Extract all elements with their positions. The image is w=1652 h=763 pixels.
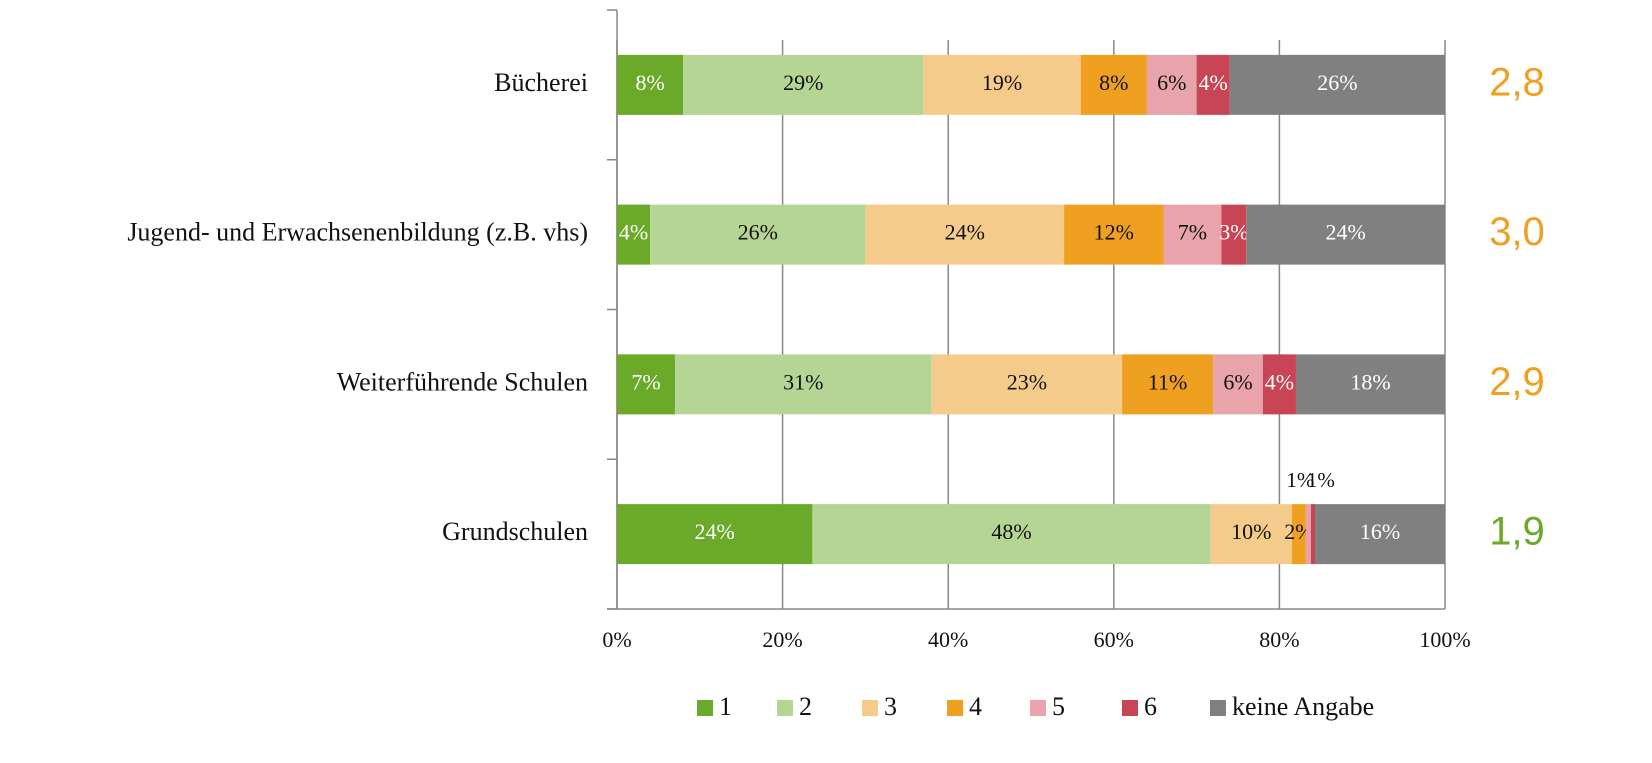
legend-swatch bbox=[697, 700, 713, 716]
bar-segment bbox=[1080, 54, 1147, 115]
legend-swatch bbox=[947, 700, 963, 716]
data-label: 7% bbox=[631, 369, 660, 394]
bar-segment bbox=[1310, 504, 1316, 565]
bar-segment bbox=[1262, 354, 1296, 415]
data-label: 4% bbox=[1265, 369, 1294, 394]
bar-segment bbox=[1163, 204, 1222, 265]
bar-segment bbox=[1122, 354, 1214, 415]
bar-segment bbox=[650, 204, 866, 265]
bar-segment bbox=[1291, 504, 1306, 565]
average-label: 2,8 bbox=[1489, 60, 1545, 104]
bar-segment bbox=[1229, 54, 1445, 115]
bar-segment bbox=[683, 54, 924, 115]
bar-segment bbox=[1221, 204, 1247, 265]
data-label: 6% bbox=[1157, 70, 1186, 95]
bar-segment bbox=[865, 204, 1065, 265]
bar-segment bbox=[1295, 354, 1445, 415]
data-label: 48% bbox=[991, 519, 1031, 544]
legend-swatch bbox=[1210, 700, 1226, 716]
data-label: 29% bbox=[783, 70, 823, 95]
bar-segment bbox=[617, 504, 813, 565]
x-tick-label: 100% bbox=[1419, 627, 1470, 652]
legend-label: 4 bbox=[969, 692, 982, 721]
bar-segment bbox=[617, 54, 684, 115]
x-tick-label: 20% bbox=[762, 627, 802, 652]
legend-swatch bbox=[862, 700, 878, 716]
bar-segment bbox=[923, 54, 1081, 115]
data-label: 4% bbox=[619, 220, 648, 245]
data-label: 6% bbox=[1223, 369, 1252, 394]
x-tick-label: 60% bbox=[1094, 627, 1134, 652]
data-label: 8% bbox=[635, 70, 664, 95]
legend-label: 1 bbox=[719, 692, 732, 721]
bar-segment bbox=[812, 504, 1211, 565]
x-tick-label: 80% bbox=[1259, 627, 1299, 652]
legend-swatch bbox=[1030, 700, 1046, 716]
bar-segment bbox=[1064, 204, 1164, 265]
bar-segment bbox=[1305, 504, 1311, 565]
data-label: 11% bbox=[1148, 369, 1188, 394]
bar-segment bbox=[931, 354, 1123, 415]
legend-label: 3 bbox=[884, 692, 897, 721]
legend-label: 2 bbox=[799, 692, 812, 721]
data-label: 12% bbox=[1094, 220, 1134, 245]
bar-segment bbox=[1146, 54, 1197, 115]
data-label: 24% bbox=[1325, 220, 1365, 245]
bar-segment bbox=[617, 354, 675, 415]
category-label: Weiterführende Schulen bbox=[337, 367, 588, 396]
average-label: 1,9 bbox=[1489, 510, 1545, 554]
data-label: 31% bbox=[783, 369, 823, 394]
data-label: 19% bbox=[982, 70, 1022, 95]
data-label: 24% bbox=[695, 519, 735, 544]
data-label: 26% bbox=[738, 220, 778, 245]
x-tick-label: 40% bbox=[928, 627, 968, 652]
x-tick-label: 0% bbox=[602, 627, 631, 652]
data-label: 8% bbox=[1099, 70, 1128, 95]
legend-swatch bbox=[1122, 700, 1138, 716]
bar-segment bbox=[1213, 354, 1263, 415]
bar-segment bbox=[617, 204, 651, 265]
bar-segment bbox=[1196, 54, 1230, 115]
legend-label: keine Angabe bbox=[1232, 692, 1374, 721]
average-label: 3,0 bbox=[1489, 210, 1545, 254]
category-label: Grundschulen bbox=[442, 517, 588, 546]
data-label: 24% bbox=[945, 220, 985, 245]
data-label: 10% bbox=[1231, 519, 1271, 544]
legend-label: 6 bbox=[1144, 692, 1157, 721]
category-label: Jugend- und Erwachsenenbildung (z.B. vhs… bbox=[127, 218, 588, 247]
category-label: Bücherei bbox=[494, 68, 588, 97]
data-label: 23% bbox=[1007, 369, 1047, 394]
data-label: 4% bbox=[1198, 70, 1227, 95]
data-label: 7% bbox=[1178, 220, 1207, 245]
data-label: 26% bbox=[1317, 70, 1357, 95]
data-label: 3% bbox=[1219, 220, 1248, 245]
data-label: 1% bbox=[1307, 468, 1335, 492]
bar-segment bbox=[1246, 204, 1445, 265]
data-label: 18% bbox=[1350, 369, 1390, 394]
data-label: 16% bbox=[1360, 519, 1400, 544]
data-label: 1% bbox=[1286, 468, 1314, 492]
bar-segment bbox=[674, 354, 932, 415]
bar-segment bbox=[1210, 504, 1292, 565]
legend-swatch bbox=[777, 700, 793, 716]
legend-label: 5 bbox=[1052, 692, 1065, 721]
bar-segment bbox=[1315, 504, 1445, 565]
average-label: 2,9 bbox=[1489, 360, 1545, 404]
